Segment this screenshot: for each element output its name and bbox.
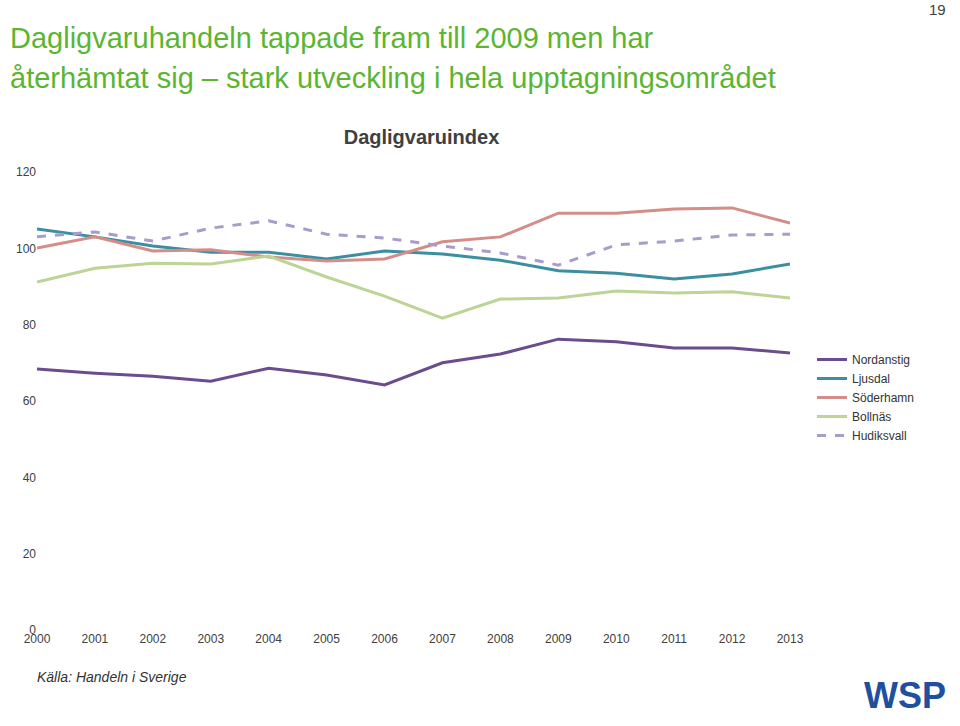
svg-text:2004: 2004 (255, 632, 282, 646)
svg-text:Dagligvaruhandeln tappade fram: Dagligvaruhandeln tappade fram till 2009… (10, 22, 654, 54)
svg-text:0: 0 (29, 623, 36, 637)
svg-text:Ljusdal: Ljusdal (852, 372, 890, 386)
svg-text:2000: 2000 (24, 632, 51, 646)
svg-text:Dagligvaruindex: Dagligvaruindex (344, 126, 500, 148)
svg-text:2008: 2008 (487, 632, 514, 646)
svg-text:2010: 2010 (603, 632, 630, 646)
svg-text:19: 19 (929, 1, 946, 18)
svg-text:100: 100 (16, 242, 36, 256)
svg-text:60: 60 (23, 394, 37, 408)
svg-text:2011: 2011 (661, 632, 687, 646)
svg-text:Bollnäs: Bollnäs (852, 410, 891, 424)
svg-text:Hudiksvall: Hudiksvall (852, 429, 907, 443)
svg-text:40: 40 (23, 471, 37, 485)
svg-text:2001: 2001 (82, 632, 109, 646)
svg-text:2005: 2005 (313, 632, 340, 646)
svg-text:2006: 2006 (371, 632, 398, 646)
svg-text:2003: 2003 (197, 632, 224, 646)
svg-text:2012: 2012 (719, 632, 746, 646)
svg-text:80: 80 (23, 318, 37, 332)
svg-text:2009: 2009 (545, 632, 572, 646)
svg-text:Källa: Handeln i Sverige: Källa: Handeln i Sverige (37, 669, 187, 685)
svg-text:Nordanstig: Nordanstig (852, 353, 910, 367)
svg-text:WSP: WSP (864, 675, 946, 716)
svg-text:20: 20 (23, 547, 37, 561)
svg-text:återhämtat sig – stark utveckl: återhämtat sig – stark utveckling i hela… (10, 62, 776, 94)
svg-text:2007: 2007 (429, 632, 456, 646)
svg-text:2002: 2002 (139, 632, 166, 646)
svg-text:120: 120 (16, 165, 36, 179)
svg-text:Söderhamn: Söderhamn (852, 391, 914, 405)
svg-text:2013: 2013 (777, 632, 804, 646)
